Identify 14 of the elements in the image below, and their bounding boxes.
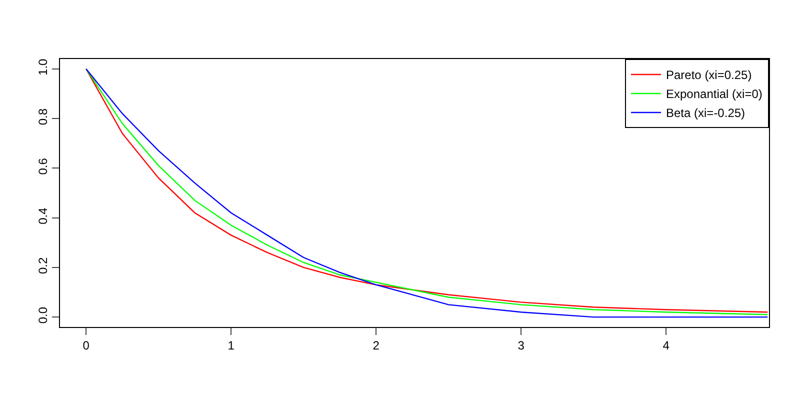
y-tick-label: 0.4 (36, 207, 50, 224)
legend-label: Exponantial (xi=0) (666, 87, 762, 102)
y-tick-label: 0.2 (36, 256, 50, 274)
legend-label: Beta (xi=-0.25) (666, 106, 746, 120)
y-tick-label: 1.0 (36, 58, 50, 76)
y-tick-label: 0.6 (36, 158, 50, 175)
y-tick-label: 0.8 (36, 108, 50, 126)
x-tick-label: 0 (82, 338, 90, 352)
x-tick-label: 4 (662, 338, 670, 352)
legend-label: Pareto (xi=0.25) (666, 68, 752, 82)
x-tick-label: 1 (228, 338, 235, 352)
x-tick-label: 2 (372, 338, 380, 352)
y-tick-label: 0.0 (36, 306, 50, 324)
x-tick-label: 3 (518, 338, 525, 352)
